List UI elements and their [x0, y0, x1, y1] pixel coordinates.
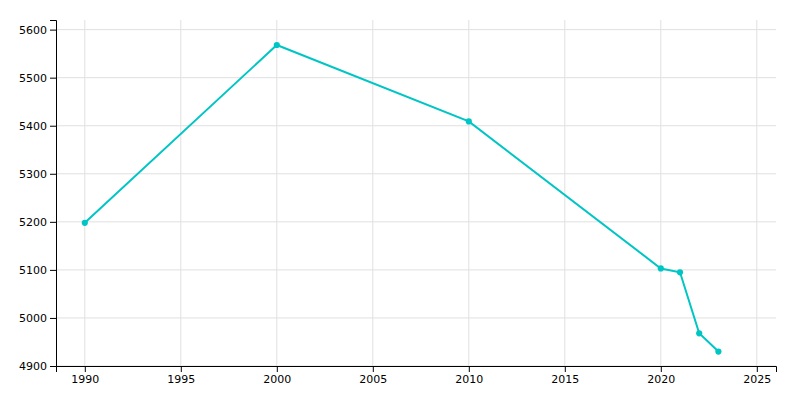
y-tick-mark	[50, 78, 56, 79]
grid-line-y	[56, 173, 776, 174]
line	[85, 45, 719, 352]
point	[677, 269, 683, 275]
x-tick: 2010	[455, 366, 483, 386]
grid-line-x	[372, 20, 373, 366]
y-tick-label: 5500	[19, 72, 47, 85]
grid-line-x	[276, 20, 277, 366]
grid-line-x	[180, 20, 181, 366]
point	[696, 330, 702, 336]
x-tick-label: 2010	[455, 373, 483, 386]
grid-line-x	[468, 20, 469, 366]
y-tick-mark	[50, 270, 56, 271]
y-tick: 5500	[19, 72, 56, 85]
y-tick: 4900	[19, 360, 56, 373]
marks	[82, 42, 722, 355]
x-tick: 2000	[263, 366, 291, 386]
x-tick: 1995	[167, 366, 195, 386]
x-tick-mark	[469, 366, 470, 372]
y-tick-mark	[50, 222, 56, 223]
grid-line-y	[56, 221, 776, 222]
x-tick-mark	[661, 366, 662, 372]
x-tick-label: 1990	[71, 373, 99, 386]
x-tick-label: 2015	[551, 373, 579, 386]
point	[658, 265, 664, 271]
x-tick-mark	[277, 366, 278, 372]
x-tick-mark	[85, 366, 86, 372]
y-tick: 5400	[19, 120, 56, 133]
x-tick-label: 1995	[167, 373, 195, 386]
y-tick: 5200	[19, 216, 56, 229]
y-tick-mark	[50, 318, 56, 319]
x-tick-mark	[181, 366, 182, 372]
y-tick: 5000	[19, 312, 56, 325]
x-tick-label: 2020	[647, 373, 675, 386]
x-tick-mark	[373, 366, 374, 372]
y-tick-label: 5200	[19, 216, 47, 229]
x-tick: 2020	[647, 366, 675, 386]
y-tick-label: 4900	[19, 360, 47, 373]
y-tick-mark	[50, 126, 56, 127]
x-tick-mark	[565, 366, 566, 372]
grid-line-y	[56, 77, 776, 78]
x-tick-label: 2000	[263, 373, 291, 386]
point	[715, 348, 721, 354]
grid	[56, 20, 776, 366]
y-tick-mark	[50, 174, 56, 175]
x-tick: 2005	[359, 366, 387, 386]
y-tick-label: 5300	[19, 168, 47, 181]
plot: 1990 1995 2000 2005 2010 2015 2020 2025 4900 5000…	[19, 20, 777, 386]
y-axis-line	[50, 21, 57, 367]
y-tick-mark	[50, 30, 56, 31]
point	[82, 220, 88, 226]
grid-line-y	[56, 29, 776, 30]
y-tick-label: 5100	[19, 264, 47, 277]
x-tick-mark	[757, 366, 758, 372]
y-tick: 5300	[19, 168, 56, 181]
chart: 1990 1995 2000 2005 2010 2015 2020 2025 4900 5000…	[0, 0, 800, 400]
y-tick-label: 5600	[19, 24, 47, 37]
x-tick: 2025	[743, 366, 771, 386]
y-axis: 4900 5000 5100 5200 5300 5400 5500 5600	[19, 21, 57, 374]
y-tick-label: 5400	[19, 120, 47, 133]
grid-line-y	[56, 125, 776, 126]
grid-line-x	[756, 20, 757, 366]
point	[274, 42, 280, 48]
x-tick: 1990	[71, 366, 99, 386]
grid-line-x	[564, 20, 565, 366]
y-tick-mark	[50, 366, 56, 367]
x-tick: 2015	[551, 366, 579, 386]
x-axis: 1990 1995 2000 2005 2010 2015 2020 2025	[57, 366, 777, 386]
x-tick-label: 2005	[359, 373, 387, 386]
y-tick: 5600	[19, 24, 56, 37]
grid-line-y	[56, 317, 776, 318]
grid-line-x	[84, 20, 85, 366]
grid-line-x	[660, 20, 661, 366]
y-tick-label: 5000	[19, 312, 47, 325]
x-tick-label: 2025	[743, 373, 771, 386]
x-axis-line	[57, 367, 777, 373]
point	[466, 118, 472, 124]
y-tick: 5100	[19, 264, 56, 277]
